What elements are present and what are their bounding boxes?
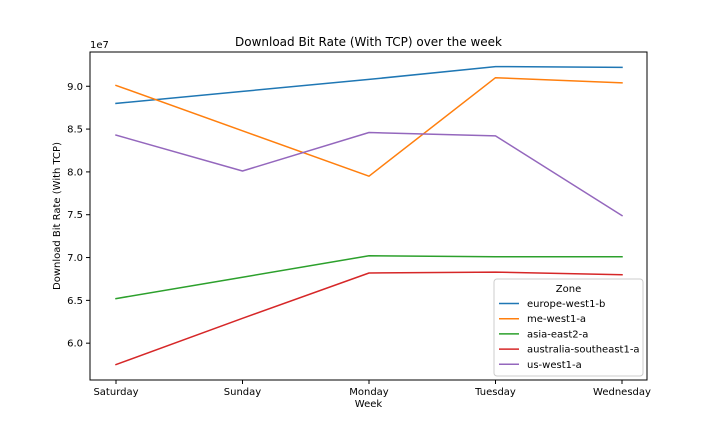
legend-label: australia-southeast1-a: [527, 345, 640, 356]
legend-label: asia-east2-a: [527, 329, 588, 340]
x-tick-label: Wednesday: [593, 387, 651, 398]
legend-label: me-west1-a: [527, 314, 586, 325]
x-axis: Saturday Sunday Monday Tuesday Wednesday: [93, 380, 651, 398]
x-tick-label: Monday: [349, 387, 389, 398]
y-tick-label: 6.0: [67, 339, 83, 350]
y-tick-label: 9.0: [67, 82, 83, 93]
chart-title: Download Bit Rate (With TCP) over the we…: [235, 35, 502, 49]
y-tick-label: 6.5: [67, 296, 83, 307]
series-line-me-west1-a: [115, 76, 623, 177]
y-axis: 6.0 6.5 7.0 7.5 8.0 8.5 9.0: [67, 82, 90, 350]
y-tick-label: 7.0: [67, 253, 83, 264]
series-line-europe-west1-b: [115, 65, 623, 105]
x-tick-label: Saturday: [93, 387, 138, 398]
series-line-us-west1-a: [115, 131, 624, 217]
legend-label: europe-west1-b: [527, 299, 605, 310]
legend-items: europe-west1-b me-west1-a asia-east2-a aust…: [499, 299, 640, 371]
legend-title: Zone: [556, 284, 581, 295]
series-line-australia-southeast1-a: [115, 271, 623, 366]
legend-frame: [493, 278, 644, 377]
y-tick-label: 8.0: [67, 167, 83, 178]
x-tick-label: Tuesday: [474, 387, 516, 398]
x-axis-label: Week: [355, 399, 383, 410]
y-axis-offset-label: 1e7: [90, 40, 109, 51]
series-lines: [115, 65, 624, 366]
legend: Zone europe-west1-b me-west1-a asia-east2-…: [493, 278, 644, 377]
y-axis-label: Download Bit Rate (With TCP): [52, 142, 63, 290]
legend-label: us-west1-a: [527, 360, 582, 371]
y-tick-label: 7.5: [67, 210, 83, 221]
x-tick-label: Sunday: [224, 387, 261, 398]
y-tick-label: 8.5: [67, 125, 83, 136]
series-line-asia-east2-a: [115, 255, 623, 300]
